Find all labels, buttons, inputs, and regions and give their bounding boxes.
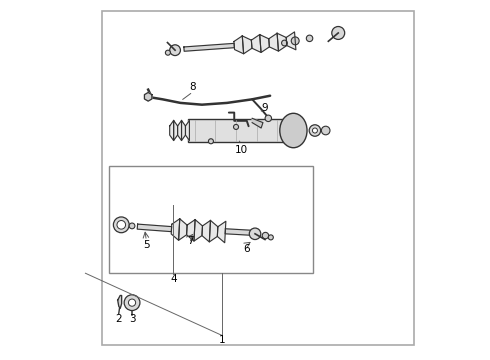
Polygon shape <box>251 35 261 53</box>
Text: 5: 5 <box>143 240 149 250</box>
Polygon shape <box>177 121 181 140</box>
Circle shape <box>313 128 318 133</box>
Circle shape <box>291 37 299 45</box>
Polygon shape <box>202 220 211 242</box>
Polygon shape <box>269 33 278 51</box>
Polygon shape <box>194 220 202 241</box>
Ellipse shape <box>280 113 307 148</box>
Polygon shape <box>178 219 187 240</box>
Text: 8: 8 <box>190 82 196 93</box>
Polygon shape <box>145 93 152 101</box>
Polygon shape <box>218 221 226 243</box>
Circle shape <box>129 223 135 229</box>
Bar <box>109 166 313 273</box>
Polygon shape <box>234 36 244 54</box>
Text: 4: 4 <box>170 274 176 284</box>
Polygon shape <box>170 121 173 140</box>
Polygon shape <box>260 35 270 53</box>
Circle shape <box>117 221 125 229</box>
Circle shape <box>170 45 180 55</box>
Polygon shape <box>225 229 250 235</box>
Text: 2: 2 <box>116 314 122 324</box>
Circle shape <box>262 232 269 239</box>
Polygon shape <box>173 121 177 140</box>
Text: 9: 9 <box>261 103 268 113</box>
Circle shape <box>269 235 273 240</box>
Text: 1: 1 <box>219 334 225 345</box>
Circle shape <box>208 139 214 144</box>
Circle shape <box>166 50 171 55</box>
Text: 6: 6 <box>244 244 250 254</box>
Polygon shape <box>277 33 287 51</box>
Polygon shape <box>137 224 172 231</box>
Circle shape <box>306 35 313 41</box>
Text: 10: 10 <box>235 145 248 155</box>
Text: 7: 7 <box>187 236 194 246</box>
Polygon shape <box>242 36 252 54</box>
Polygon shape <box>184 43 234 51</box>
Polygon shape <box>209 220 218 242</box>
Circle shape <box>309 125 320 136</box>
Polygon shape <box>286 32 296 50</box>
Polygon shape <box>118 296 122 309</box>
Circle shape <box>321 126 330 135</box>
Circle shape <box>282 40 287 46</box>
Polygon shape <box>186 121 190 140</box>
Polygon shape <box>252 118 263 128</box>
Polygon shape <box>187 220 195 241</box>
Circle shape <box>332 27 344 40</box>
Circle shape <box>265 115 271 122</box>
Circle shape <box>234 125 239 130</box>
Polygon shape <box>171 219 180 240</box>
Polygon shape <box>181 121 186 140</box>
Bar <box>101 12 414 345</box>
Circle shape <box>113 217 129 233</box>
Text: 3: 3 <box>129 314 136 324</box>
Circle shape <box>128 299 136 306</box>
Circle shape <box>124 295 140 311</box>
Bar <box>188 119 285 142</box>
Circle shape <box>249 228 261 239</box>
